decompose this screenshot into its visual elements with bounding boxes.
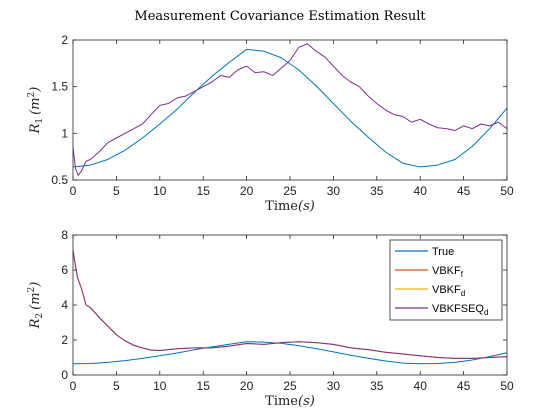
y-tick-label: 0.5 (51, 173, 68, 187)
series-line-true (73, 341, 507, 365)
x-tick-label: 50 (500, 184, 514, 198)
chart-title: Measurement Covariance Estimation Result (134, 9, 426, 24)
legend-box (389, 239, 503, 321)
x-tick-label: 45 (457, 379, 471, 393)
legend: True VBKFf VBKFd VBKFSEQd (389, 239, 503, 321)
x-tick-label: 40 (414, 184, 428, 198)
x-tick-label: 15 (197, 379, 211, 393)
series-line-vbkfseq-d (73, 250, 507, 359)
y-axis-label: R1(m2) (27, 87, 45, 135)
x-axis-label: Time(s) (265, 199, 315, 214)
y-axis-label: R2(m2) (27, 282, 45, 330)
series-line-true (73, 48, 507, 168)
x-tick-label: 45 (457, 184, 471, 198)
x-tick-label: 40 (414, 379, 428, 393)
series-group (73, 250, 507, 365)
y-tick-label: 6 (61, 263, 68, 277)
x-tick-label: 25 (283, 379, 297, 393)
y-tick-label: 2 (61, 333, 68, 347)
x-tick-label: 25 (283, 184, 297, 198)
legend-label-vbkf-d: VBKFd (432, 284, 465, 298)
y-tick-label: 1.5 (51, 80, 68, 94)
subplot-top: 0 5 10 15 20 25 30 35 40 45 50 0.5 1 1.5 2 Time(s) R1(m2… (27, 33, 514, 214)
x-axis-label: Time(s) (265, 394, 315, 409)
x-tick-label: 0 (70, 379, 77, 393)
y-tick-label: 1 (61, 126, 68, 140)
y-tick-label: 8 (61, 228, 68, 242)
y-tick-label: 2 (61, 33, 68, 47)
x-tick-label: 50 (500, 379, 514, 393)
x-tick-label: 30 (327, 184, 341, 198)
x-tick-label: 35 (370, 379, 384, 393)
series-group (73, 43, 507, 176)
legend-label-vbkfseq-d: VBKFSEQd (432, 303, 488, 317)
x-tick-label: 20 (240, 379, 254, 393)
y-tick-label: 4 (61, 298, 68, 312)
x-tick-label: 0 (70, 184, 77, 198)
x-tick-label: 20 (240, 184, 254, 198)
y-tick-label: 0 (61, 368, 68, 382)
legend-label-true: True (432, 246, 454, 258)
x-tick-label: 5 (113, 379, 120, 393)
x-tick-label: 35 (370, 184, 384, 198)
subplot-bottom: 0 5 10 15 20 25 30 35 40 45 50 0 2 4 6 8 Time(s) R2(m2) Tr… (27, 228, 514, 409)
x-tick-label: 30 (327, 379, 341, 393)
x-tick-label: 10 (153, 184, 167, 198)
x-tick-label: 15 (197, 184, 211, 198)
x-tick-label: 10 (153, 379, 167, 393)
legend-label-vbkf-f: VBKFf (432, 265, 464, 279)
series-line-vbkfseqd (73, 43, 507, 176)
x-tick-label: 5 (113, 184, 120, 198)
